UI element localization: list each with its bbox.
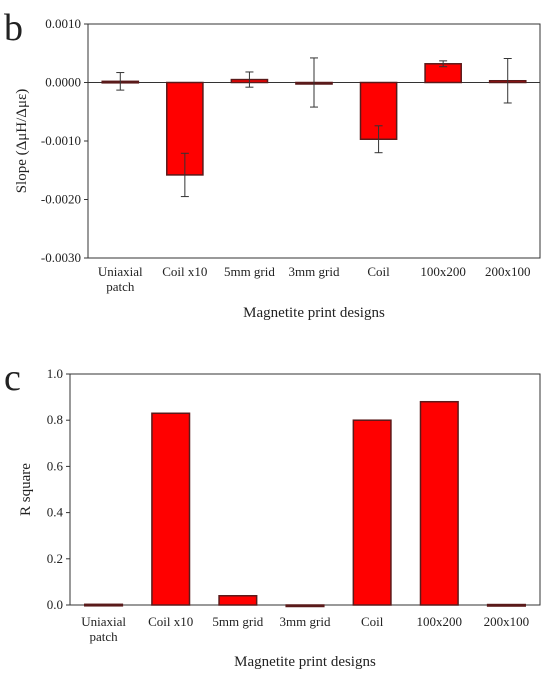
x-tick-label: 5mm grid	[212, 614, 263, 629]
chart-panel-b: b 0.0010 0.0000 -0.0010 -0.0020 -0.0030 Slope …	[4, 7, 541, 321]
x-tick-label: Coil x10	[162, 264, 207, 279]
y-axis-label: Slope (ΔμH/Δμε)	[14, 89, 30, 194]
x-tick-label: Coil x10	[148, 614, 193, 629]
x-tick-label: Uniaxial	[81, 614, 126, 629]
bar	[486, 603, 526, 607]
y-tick-label: 0.2	[47, 551, 63, 566]
y-tick-label: 1.0	[47, 366, 63, 381]
x-tick-label: 200x100	[485, 264, 531, 279]
bar	[218, 595, 258, 606]
x-tick-label: Coil	[361, 614, 384, 629]
x-tick-label: 5mm grid	[224, 264, 275, 279]
bar	[151, 412, 191, 606]
bar	[352, 419, 392, 606]
panel-letter: b	[4, 7, 23, 49]
y-tick-label: 0.4	[47, 505, 64, 520]
x-tick-label: 3mm grid	[280, 614, 331, 629]
bar	[419, 400, 459, 606]
panel-letter: c	[4, 357, 21, 399]
y-tick-label: 0.8	[47, 412, 63, 427]
x-tick-label: Coil	[367, 264, 390, 279]
x-tick-label: 3mm grid	[289, 264, 340, 279]
y-tick-label: -0.0010	[41, 133, 81, 148]
y-tick-label: 0.0010	[45, 16, 81, 31]
x-tick-label: 200x100	[484, 614, 530, 629]
x-axis-label: Magnetite print designs	[243, 305, 385, 321]
chart-panel-c: c 0.0 0.2 0.4 0.6 0.8 1.0 R square Magnetite pri…	[4, 357, 541, 670]
x-tick-label: patch	[89, 629, 118, 644]
plot-frame	[69, 373, 541, 606]
bar	[285, 604, 325, 608]
y-tick-label: 0.0000	[45, 75, 81, 90]
y-tick-label: 0.0	[47, 597, 63, 612]
bar	[84, 603, 124, 607]
y-axis-label: R square	[18, 463, 34, 516]
x-tick-label: patch	[106, 279, 135, 294]
x-axis-label: Magnetite print designs	[234, 654, 376, 670]
y-tick-label: -0.0030	[41, 250, 81, 265]
x-tick-label: Uniaxial	[98, 264, 143, 279]
x-tick-label: 100x200	[420, 264, 466, 279]
y-tick-label: 0.6	[47, 458, 64, 473]
y-tick-label: -0.0020	[41, 192, 81, 207]
x-tick-label: 100x200	[417, 614, 463, 629]
